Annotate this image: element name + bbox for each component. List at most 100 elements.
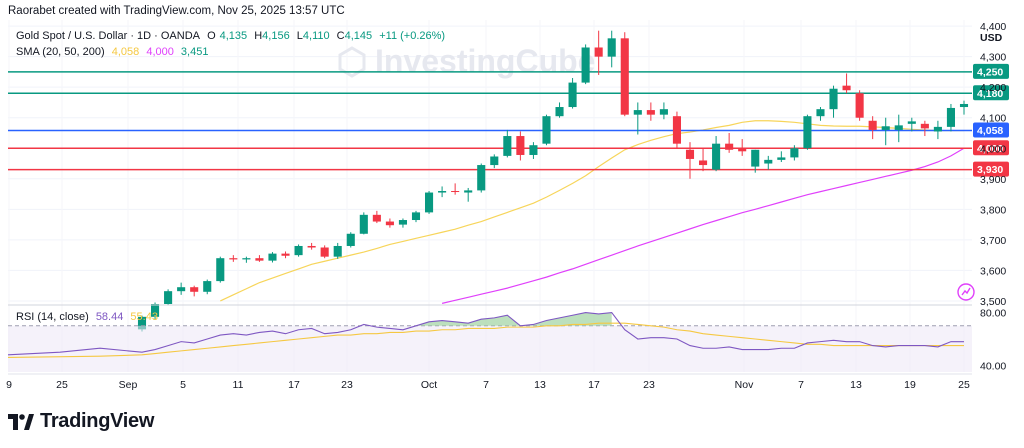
candle-body [764,159,773,164]
level-tag-label: 3,930 [977,164,1003,176]
candle-body [842,85,851,91]
rsi-panel: 80.00 40.00 [7,308,1006,372]
y-tick-label: 3,900 [980,174,1006,186]
rsi-label: RSI (14, close) [16,311,89,323]
candle-body [946,107,955,127]
candle-body [503,136,512,156]
candle-body [425,192,434,213]
candle-body [659,109,668,115]
sma-lines [220,120,965,304]
candle-body [346,233,355,246]
candle-body [398,220,407,225]
watermark-text: InvestingCube [375,43,595,79]
candle-body [555,107,564,117]
x-tick-label: 25 [56,379,68,391]
ohlc-h-label: H [254,30,263,42]
candle-body [581,47,590,83]
x-tick-label: 7 [483,379,489,391]
candle-body [868,120,877,130]
y-tick-label: 4,000 [980,143,1006,155]
y-tick-label: 4,200 [980,82,1006,94]
candle-body [712,143,721,170]
x-tick-label: Sep [119,379,138,391]
candle-body [907,121,916,124]
watermark-logo [338,46,366,78]
candle-body [229,258,238,260]
candle-body [151,304,160,317]
candle-body [959,103,969,108]
sma50-line [441,147,965,304]
rsi-value: 58.44 [95,311,124,323]
sma20-value: 4,058 [111,46,140,58]
candle-body [490,156,499,166]
candle-body [255,258,264,261]
candle-body [307,245,316,248]
y-tick-label: 3,600 [980,265,1006,277]
x-tick-label: 17 [288,379,300,391]
ohlc-high: 4,156 [262,30,290,42]
candle-body [646,110,655,115]
x-tick-label: 17 [588,379,600,391]
candle-body [177,287,186,292]
candle-body [920,123,929,129]
x-tick-label: 7 [798,379,804,391]
level-tag [973,122,1009,138]
rsi-ma-line [7,322,964,359]
rsi-line [7,312,964,356]
ohlc-l-label: L [296,30,303,42]
candle-body [894,125,903,130]
rsi-y-tick-label: 40.00 [980,360,1006,372]
candle-body [672,116,681,144]
level-tag [973,85,1009,101]
rsi-band [8,325,972,372]
candle-body [294,245,303,256]
y-tick-label: 4,400 [980,21,1006,33]
level-tag [973,63,1009,79]
candle-body [164,291,173,304]
ohlc-change: +11 (+0.26%) [379,30,446,42]
candle-body [594,47,603,57]
rsi-overbought-fill [416,312,612,326]
candle-body [607,38,616,57]
x-tick-label: Oct [421,379,437,391]
candle-body [438,191,447,193]
candle-body [777,157,786,160]
x-tick-label: 13 [534,379,546,391]
x-tick-label: 11 [233,379,244,391]
y-tick-label: 4,300 [980,52,1006,64]
alert-icon[interactable] [957,283,975,301]
rsi-ma-value: 55.43 [130,311,158,323]
candle-body [816,109,825,117]
candle-body [281,253,290,256]
sma200-value: 3,451 [180,46,209,58]
candle-body [333,245,342,257]
candle-body [477,165,486,191]
candle-body [268,253,277,261]
rsi-y-tick-label: 80.00 [980,308,1006,320]
candle-body [464,190,473,193]
level-tag-label: 4,250 [977,66,1003,78]
candle-body [411,212,421,221]
candle-body [685,149,695,159]
candle-body [790,148,799,158]
candle-body [933,126,942,132]
candle-body [529,145,538,155]
y-tick-label: 3,500 [980,296,1006,308]
candles [137,30,969,332]
level-tag [973,140,1009,156]
symbol-name: Gold Spot / U.S. Dollar · 1D · OANDA [16,30,200,42]
candle-body [699,160,708,166]
grid [8,20,972,372]
candle-body [829,88,838,110]
x-tick-label: 13 [850,379,862,391]
candle-body [137,316,147,330]
x-tick-label: 23 [643,379,655,391]
x-tick-label: 19 [904,379,916,391]
sma20-line [220,120,964,302]
x-tick-label: 25 [958,379,970,391]
rsi-legend: RSI (14, close) 58.44 55.43 [16,311,162,323]
candle-body [568,82,577,108]
candle-body [542,116,551,144]
axes: 3,500 3,600 3,700 3,800 3,900 4,000 4,100 4,200… [6,21,1006,391]
